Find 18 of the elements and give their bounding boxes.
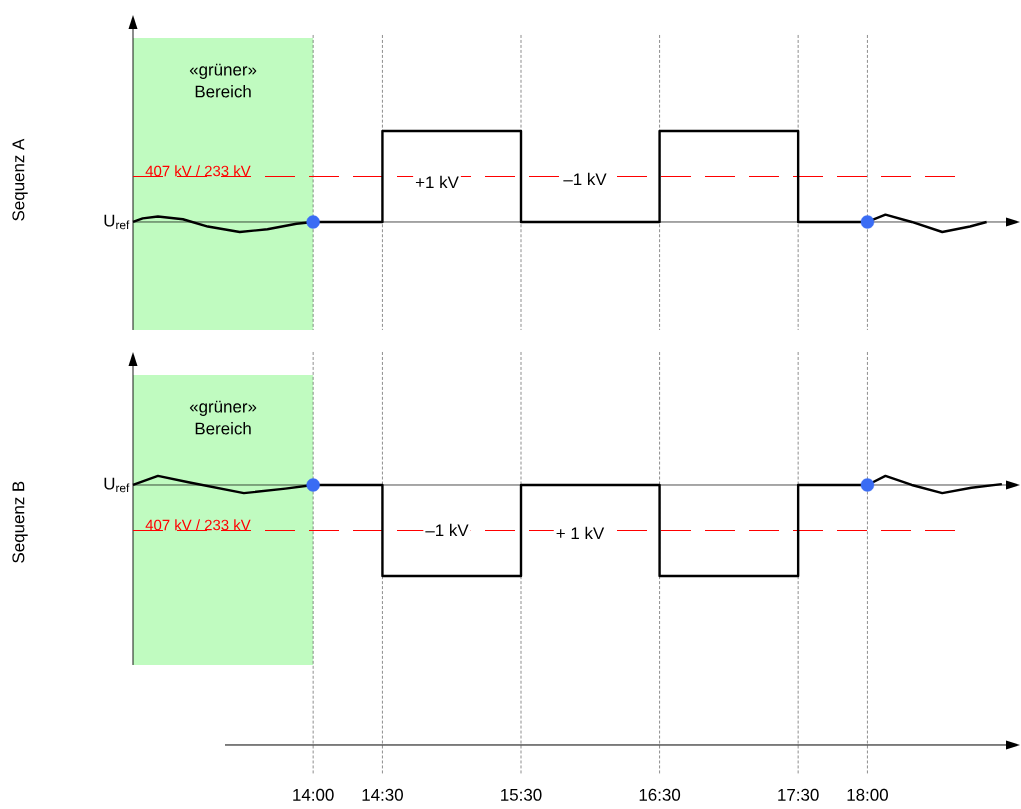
text: U$_{ref}$ bbox=[104, 477, 130, 493]
x-tick-label: 15:30 bbox=[501, 788, 542, 801]
annotation: + 1 kV bbox=[556, 526, 605, 540]
ref-line-label: 407 kV / 233 kV bbox=[145, 519, 251, 531]
y-axis-title: Sequenz A bbox=[12, 138, 28, 221]
x-tick-label: 14:00 bbox=[293, 788, 334, 801]
x-tick-label: 18:00 bbox=[847, 788, 888, 801]
y-axis-title: Sequenz B bbox=[12, 481, 28, 563]
annotation: +1 kV bbox=[415, 175, 459, 189]
x-tick-label: 14:30 bbox=[362, 788, 403, 801]
text: U$_{ref}$ bbox=[104, 214, 130, 230]
x-tick-label: 17:30 bbox=[778, 788, 819, 801]
band-label: «grüner» Bereich bbox=[189, 63, 257, 98]
ref-line-label: 407 kV / 233 kV bbox=[145, 165, 251, 177]
annotation: –1 kV bbox=[425, 523, 469, 537]
band-label: «grüner» Bereich bbox=[189, 400, 257, 435]
x-tick-label: 16:30 bbox=[639, 788, 681, 801]
annotation: –1 kV bbox=[563, 172, 607, 186]
